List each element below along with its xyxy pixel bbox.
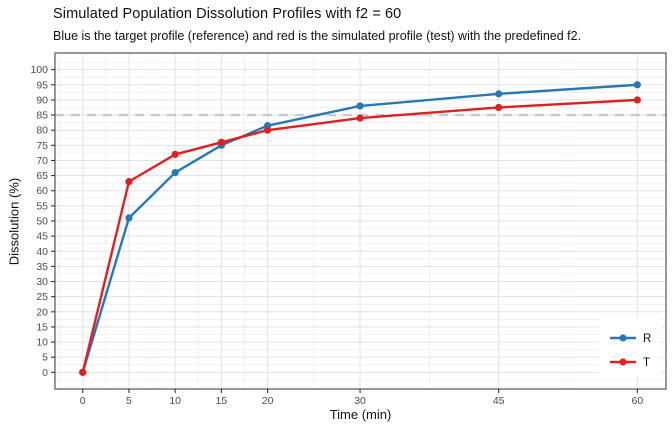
y-tick-label-45: 45 — [36, 231, 48, 243]
y-tick-label-70: 70 — [36, 155, 48, 167]
y-tick-label-25: 25 — [36, 291, 48, 303]
data-point-T-10 — [171, 150, 179, 159]
y-tick-label-85: 85 — [36, 110, 48, 122]
y-tick-label-10: 10 — [36, 337, 48, 349]
series-T — [79, 96, 641, 376]
data-point-T-60 — [633, 96, 641, 104]
x-tick-label-15: 15 — [216, 395, 228, 407]
data-point-T-15 — [217, 138, 225, 146]
y-tick-label-55: 55 — [36, 200, 48, 212]
chart-title: Simulated Population Dissolution Profile… — [53, 6, 402, 22]
data-point-R-45 — [495, 90, 503, 98]
y-tick-label-0: 0 — [42, 367, 48, 379]
y-tick-label-80: 80 — [36, 125, 48, 137]
legend-label-T: T — [643, 357, 650, 369]
legend-label-R: R — [643, 333, 651, 345]
data-point-R-5 — [125, 214, 133, 222]
y-tick-label-75: 75 — [36, 140, 48, 152]
data-point-R-30 — [356, 102, 364, 110]
y-tick-label-30: 30 — [36, 276, 48, 288]
x-tick-label-20: 20 — [262, 395, 274, 407]
data-point-T-20 — [264, 126, 272, 134]
axis-tick-labels: 0 5 10 15 20 30 45 60 0 5 10 15 20 25 30 35 40 45 50 55 60 65… — [30, 64, 643, 407]
x-tick-label-30: 30 — [354, 395, 366, 407]
x-tick-label-60: 60 — [632, 395, 644, 407]
y-tick-label-100: 100 — [30, 64, 48, 76]
x-tick-label-45: 45 — [493, 395, 505, 407]
x-tick-label-0: 0 — [80, 395, 86, 407]
legend-key-point-T — [619, 358, 627, 366]
y-tick-label-60: 60 — [36, 185, 48, 197]
legend-key-point-R — [619, 334, 627, 342]
y-tick-label-5: 5 — [42, 352, 48, 364]
y-tick-label-20: 20 — [36, 306, 48, 318]
y-tick-label-15: 15 — [36, 321, 48, 333]
x-tick-label-10: 10 — [169, 395, 181, 407]
y-tick-label-90: 90 — [36, 94, 48, 106]
legend-background — [599, 318, 661, 376]
y-tick-label-95: 95 — [36, 79, 48, 91]
y-axis-title: Dissolution (%) — [6, 177, 22, 266]
chart-subtitle: Blue is the target profile (reference) a… — [53, 29, 582, 43]
y-tick-label-50: 50 — [36, 216, 48, 228]
y-tick-label-35: 35 — [36, 261, 48, 273]
series-line-T — [81, 98, 639, 374]
data-point-R-10 — [171, 168, 179, 177]
data-point-T-45 — [495, 103, 503, 112]
data-point-R-60 — [633, 81, 641, 89]
legend: RT — [599, 318, 661, 376]
data-point-T-30 — [356, 114, 364, 122]
y-tick-label-65: 65 — [36, 170, 48, 182]
data-point-T-5 — [125, 178, 133, 186]
axis-ticks — [51, 69, 638, 393]
x-axis-title: Time (min) — [329, 407, 392, 422]
data-point-T-0 — [79, 368, 87, 376]
x-tick-label-5: 5 — [126, 395, 132, 407]
y-tick-label-40: 40 — [36, 246, 48, 258]
